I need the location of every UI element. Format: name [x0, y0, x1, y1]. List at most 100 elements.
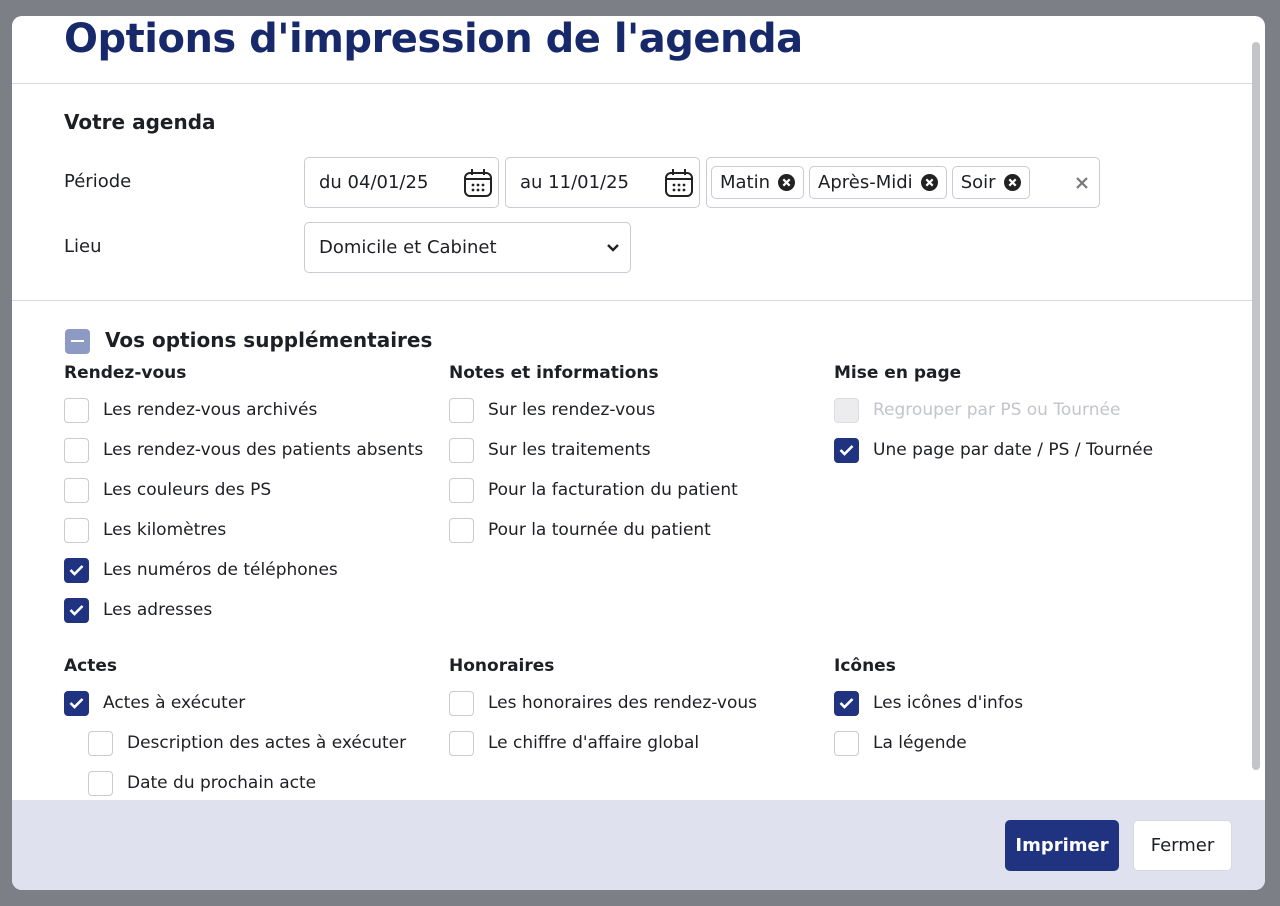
checkbox[interactable]: [64, 437, 89, 463]
remove-tag-icon[interactable]: [778, 174, 796, 191]
option-row[interactable]: Les kilomètres: [64, 510, 449, 550]
option-label: Les honoraires des rendez-vous: [488, 693, 758, 713]
option-label: Date du prochain acte: [127, 773, 317, 793]
option-row[interactable]: Les couleurs des PS: [64, 470, 449, 510]
option-label: Les adresses: [103, 600, 213, 620]
option-row: Regrouper par PS ou Tournée: [834, 390, 1219, 430]
option-row[interactable]: Les rendez-vous des patients absents: [64, 430, 449, 470]
checkbox[interactable]: [449, 690, 474, 716]
print-button[interactable]: Imprimer: [1005, 820, 1119, 871]
checkbox[interactable]: [449, 517, 474, 543]
toggle-all-checkbox[interactable]: [65, 329, 90, 354]
checkbox[interactable]: [449, 477, 474, 503]
slot-select[interactable]: Matin Après-Midi Soir: [706, 157, 1100, 208]
checkbox[interactable]: [64, 597, 89, 623]
group-title: Notes et informations: [449, 363, 659, 383]
option-group: Mise en page Regrouper par PS ou Tournée U…: [834, 356, 1219, 470]
option-label: Description des actes à exécuter: [127, 733, 407, 753]
input-value: du 04/01/25: [319, 172, 429, 193]
slot-tag: Après-Midi: [809, 166, 947, 199]
option-row[interactable]: Le chiffre d'affaire global: [449, 723, 834, 763]
checkbox[interactable]: [449, 730, 474, 756]
group-title: Icônes: [834, 656, 896, 676]
option-row[interactable]: Les honoraires des rendez-vous: [449, 683, 834, 723]
date-to-input[interactable]: au 11/01/25: [505, 157, 700, 208]
date-from-input[interactable]: du 04/01/25: [304, 157, 499, 208]
option-group: Actes Actes à exécuter Description des act…: [64, 649, 449, 803]
option-group: Rendez-vous Les rendez-vous archivés Les r…: [64, 356, 449, 630]
group-title: Mise en page: [834, 363, 962, 383]
option-row[interactable]: Actes à exécuter: [64, 683, 449, 723]
section-heading: Vos options supplémentaires: [105, 328, 433, 352]
slot-tag: Matin: [711, 166, 805, 199]
checkbox[interactable]: [834, 437, 859, 463]
option-row[interactable]: Date du prochain acte: [88, 763, 449, 803]
option-row[interactable]: Sur les traitements: [449, 430, 834, 470]
option-label: Sur les traitements: [488, 440, 651, 460]
group-title: Actes: [64, 656, 118, 676]
checkbox[interactable]: [834, 730, 859, 756]
select-value: Domicile et Cabinet: [319, 237, 497, 258]
option-row[interactable]: Sur les rendez-vous: [449, 390, 834, 430]
checkbox[interactable]: [64, 517, 89, 543]
option-group: Notes et informations Sur les rendez-vous…: [449, 356, 834, 550]
option-label: Actes à exécuter: [103, 693, 246, 713]
option-group: Icônes Les icônes d'infos La légende: [834, 649, 1219, 763]
group-title: Honoraires: [449, 656, 555, 676]
option-row[interactable]: Les rendez-vous archivés: [64, 390, 449, 430]
checkbox[interactable]: [64, 477, 89, 503]
slot-label: Soir: [960, 172, 996, 193]
option-label: Le chiffre d'affaire global: [488, 733, 700, 753]
slot-label: Matin: [720, 172, 771, 193]
chevron-icon: [607, 244, 619, 252]
remove-tag-icon[interactable]: [920, 174, 938, 191]
dialog-footer: Imprimer Fermer: [12, 800, 1265, 890]
option-row[interactable]: Une page par date / PS / Tournée: [834, 430, 1219, 470]
option-row[interactable]: Les adresses: [64, 590, 449, 630]
option-label: Sur les rendez-vous: [488, 400, 656, 420]
checkbox[interactable]: [64, 557, 89, 583]
checkbox[interactable]: [449, 437, 474, 463]
option-label: Les rendez-vous archivés: [103, 400, 318, 420]
field-label: Lieu: [64, 236, 102, 257]
checkbox[interactable]: [64, 690, 89, 716]
slot-label: Après-Midi: [818, 172, 913, 193]
scrollbar[interactable]: [1252, 42, 1260, 770]
close-button[interactable]: Fermer: [1133, 820, 1232, 871]
option-label: Une page par date / PS / Tournée: [873, 440, 1154, 460]
checkbox[interactable]: [834, 690, 859, 716]
option-label: Les numéros de téléphones: [103, 560, 338, 580]
place-select[interactable]: Domicile et Cabinet: [304, 222, 631, 273]
divider: [12, 83, 1252, 84]
checkbox[interactable]: [449, 397, 474, 423]
option-group: Honoraires Les honoraires des rendez-vous…: [449, 649, 834, 763]
divider: [12, 300, 1252, 301]
checkbox[interactable]: [88, 770, 113, 796]
calendar-icon[interactable]: [462, 167, 494, 199]
input-value: au 11/01/25: [520, 172, 630, 193]
checkbox[interactable]: [88, 730, 113, 756]
dialog-title: Options d'impression de l'agenda: [64, 16, 803, 62]
field-label: Période: [64, 171, 132, 192]
checkbox: [834, 397, 859, 423]
option-label: Pour la facturation du patient: [488, 480, 738, 500]
option-label: La légende: [873, 733, 967, 753]
option-row[interactable]: Les numéros de téléphones: [64, 550, 449, 590]
option-row[interactable]: Description des actes à exécuter: [88, 723, 449, 763]
option-label: Pour la tournée du patient: [488, 520, 711, 540]
clear-icon[interactable]: [1075, 176, 1089, 190]
slot-tag: Soir: [951, 166, 1030, 199]
option-row[interactable]: Les icônes d'infos: [834, 683, 1219, 723]
checkbox[interactable]: [64, 397, 89, 423]
group-title: Rendez-vous: [64, 363, 187, 383]
print-dialog: Options d'impression de l'agenda Votre a…: [12, 16, 1265, 890]
option-row[interactable]: Pour la facturation du patient: [449, 470, 834, 510]
option-row[interactable]: La légende: [834, 723, 1219, 763]
option-label: Les rendez-vous des patients absents: [103, 440, 424, 460]
option-row[interactable]: Pour la tournée du patient: [449, 510, 834, 550]
option-label: Regrouper par PS ou Tournée: [873, 400, 1121, 420]
calendar-icon[interactable]: [663, 167, 695, 199]
option-label: Les couleurs des PS: [103, 480, 272, 500]
remove-tag-icon[interactable]: [1003, 174, 1021, 191]
